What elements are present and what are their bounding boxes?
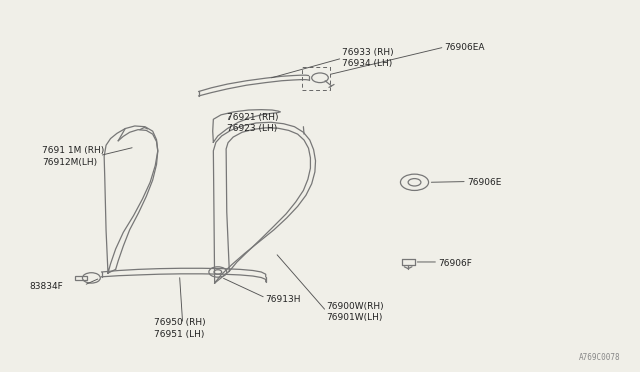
Text: 76900W(RH)
76901W(LH): 76900W(RH) 76901W(LH) <box>326 302 384 322</box>
Text: 76906F: 76906F <box>438 259 472 268</box>
Text: 76950 (RH)
76951 (LH): 76950 (RH) 76951 (LH) <box>154 318 205 339</box>
Text: 7691 1M (RH)
76912M(LH): 7691 1M (RH) 76912M(LH) <box>42 146 104 167</box>
Text: A769C0078: A769C0078 <box>579 353 620 362</box>
Text: 76906EA: 76906EA <box>445 42 485 51</box>
Bar <box>76 276 87 280</box>
Text: 76921 (RH)
76923 (LH): 76921 (RH) 76923 (LH) <box>227 113 279 133</box>
Text: 76933 (RH)
76934 (LH): 76933 (RH) 76934 (LH) <box>342 48 394 68</box>
Text: 76906E: 76906E <box>467 178 501 187</box>
Text: 76913H: 76913H <box>266 295 301 304</box>
Text: 83834F: 83834F <box>29 282 63 291</box>
